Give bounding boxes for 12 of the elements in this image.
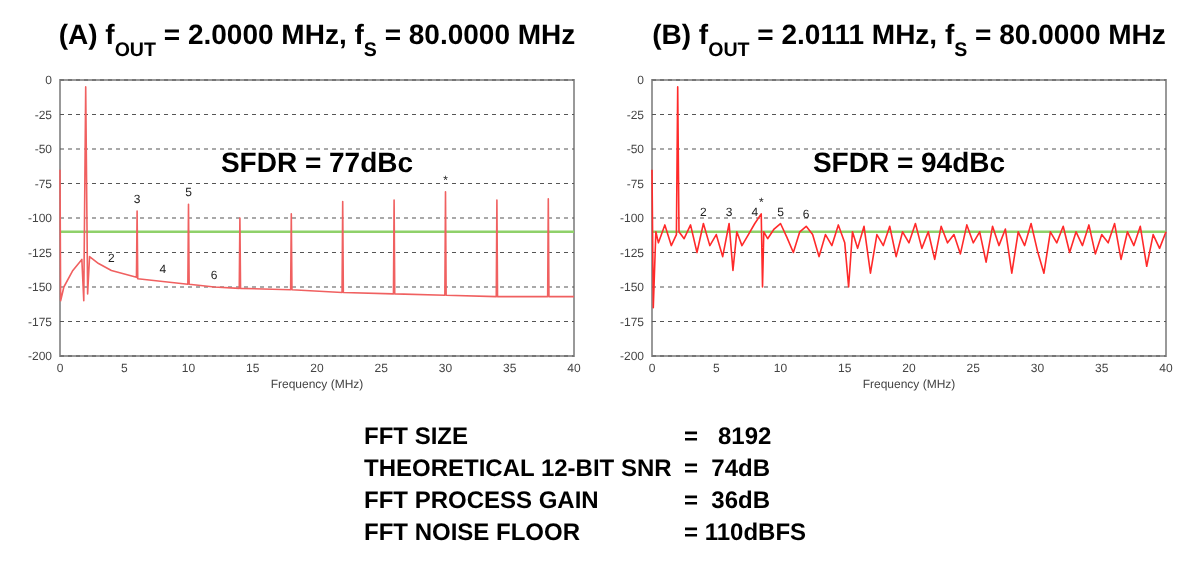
annotation: SFDR = 94dBc [812,146,1006,178]
text: FFT PROCESS GAIN [364,486,599,514]
chart-title: (B) f$_{OUT}$ = 2.0111 MHz, f$_{S}$ = 80.0000 MHz [652,18,1166,61]
text: = 110dBFS [684,518,807,546]
text: FFT NOISE FLOOR [364,518,581,546]
text: = 74dB [684,454,771,482]
text: THEORETICAL 12-BIT SNR [364,454,673,482]
chart-title: (A) f$_{OUT}$ = 2.0000 MHz, f$_{S}$ = 80.0000 MHz [58,18,576,61]
text: = 36dB [684,486,771,514]
text: FFT SIZE [364,422,468,450]
text: = 8192 [684,422,773,450]
annotation: SFDR = 77dBc [220,146,414,178]
